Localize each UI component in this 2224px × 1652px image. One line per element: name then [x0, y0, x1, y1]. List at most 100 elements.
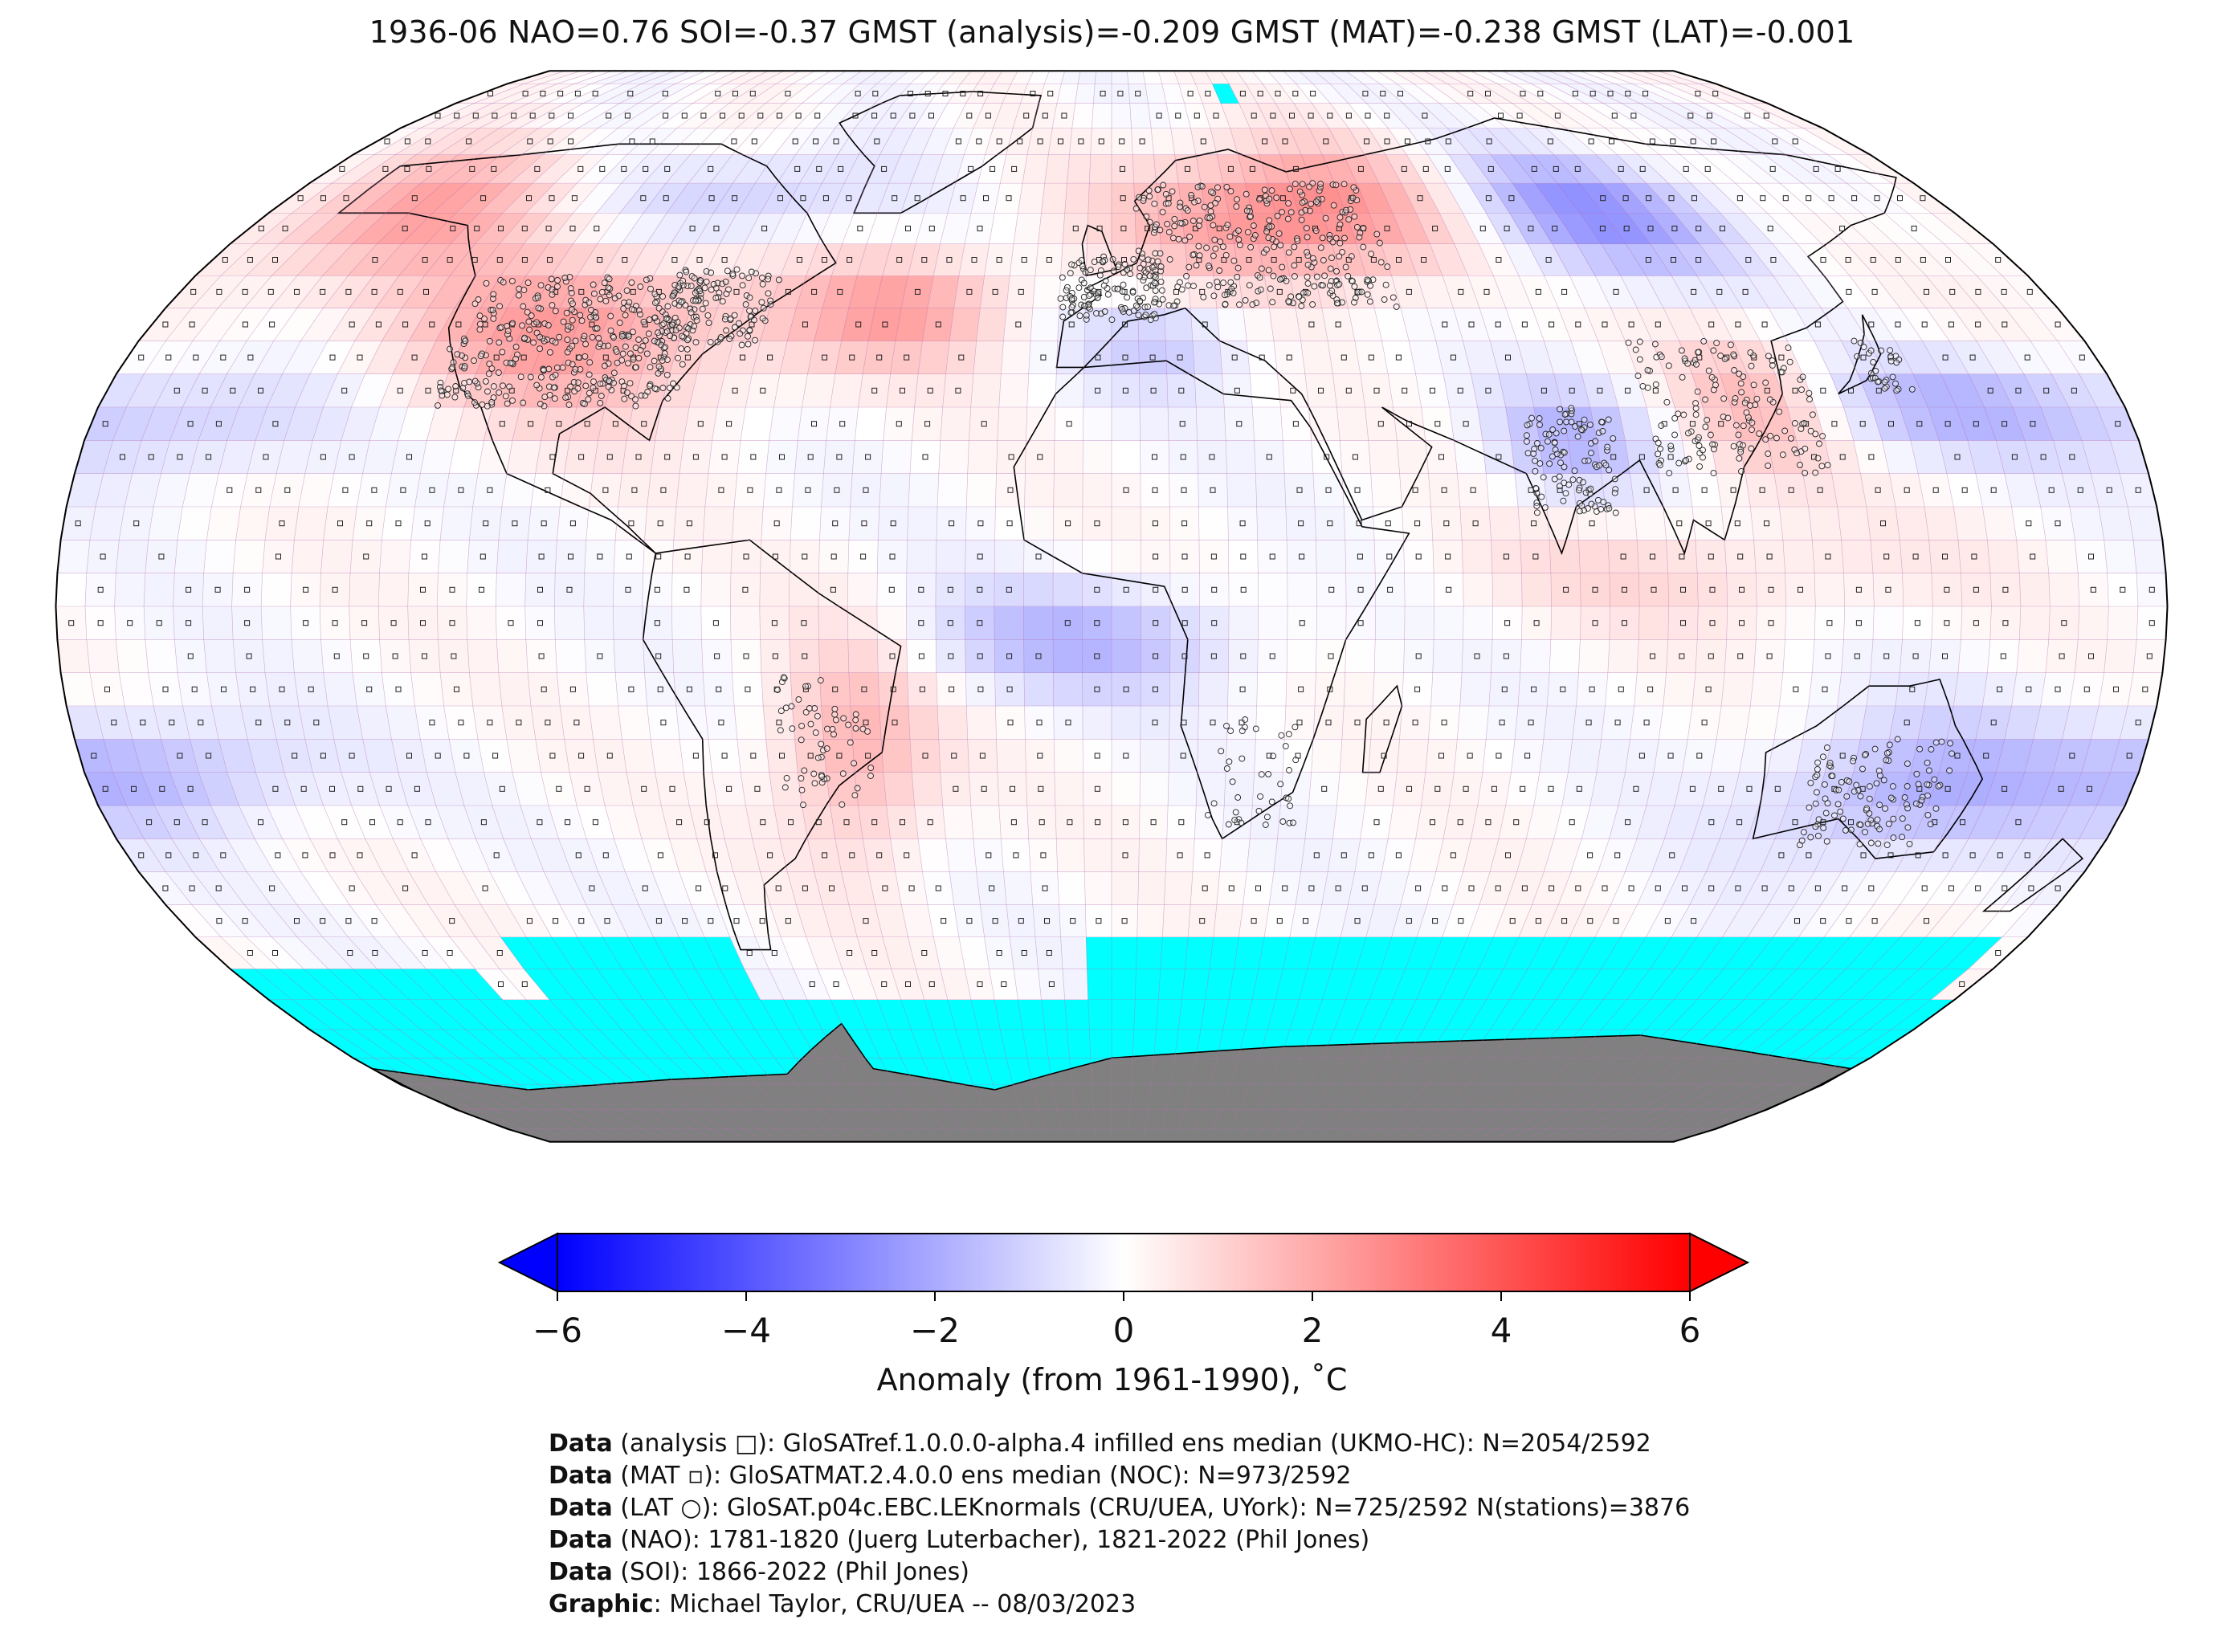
station-marker	[1935, 782, 1942, 789]
grid-cell	[1308, 406, 1341, 441]
grid-cell	[1341, 473, 1373, 508]
grid-cell	[1403, 539, 1434, 574]
grid-cell	[1931, 573, 1963, 607]
grid-cell	[1341, 705, 1373, 740]
grid-cell	[1087, 212, 1112, 245]
station-marker	[1889, 783, 1896, 790]
station-marker	[1247, 243, 1255, 251]
grid-cell	[1716, 705, 1751, 740]
grid-cell	[1695, 638, 1728, 674]
station-marker	[1210, 292, 1218, 300]
grid-cell	[173, 573, 205, 607]
station-marker	[625, 332, 632, 340]
station-marker	[1931, 776, 1938, 783]
station-marker	[537, 345, 544, 353]
grid-cell	[1345, 539, 1376, 574]
station-marker	[622, 312, 629, 319]
station-marker	[678, 345, 685, 353]
station-marker	[471, 399, 478, 406]
grid-cell	[1425, 738, 1458, 773]
station-marker	[1196, 252, 1203, 259]
station-marker	[640, 318, 647, 325]
grid-cell	[1667, 573, 1699, 607]
grid-cell	[1059, 904, 1087, 937]
grid-cell	[1111, 506, 1141, 540]
station-marker	[1313, 198, 1320, 206]
grid-cell	[2132, 638, 2166, 674]
station-marker	[1694, 388, 1701, 395]
grid-cell	[1140, 539, 1171, 574]
grid-cell	[880, 738, 912, 773]
station-marker	[1166, 256, 1173, 263]
grid-cell	[953, 275, 985, 308]
grid-cell	[965, 573, 995, 607]
station-marker	[655, 369, 662, 377]
station-marker	[1704, 417, 1711, 423]
grid-cell	[1457, 473, 1490, 508]
station-marker	[1653, 353, 1660, 361]
grid-cell	[1023, 573, 1054, 607]
station-marker	[1277, 242, 1284, 249]
station-marker	[1708, 373, 1716, 381]
station-marker	[1695, 349, 1701, 356]
grid-cell	[1345, 638, 1376, 674]
station-marker	[1530, 450, 1537, 457]
station-marker	[1749, 426, 1755, 434]
station-marker	[1210, 252, 1217, 259]
station-marker	[1524, 422, 1531, 429]
grid-cell	[349, 573, 380, 607]
station-marker	[1212, 245, 1219, 252]
grid-cell	[1083, 838, 1112, 872]
station-marker	[1651, 341, 1659, 348]
grid-cell	[114, 606, 146, 640]
station-marker	[1181, 237, 1189, 244]
station-marker	[1928, 746, 1935, 753]
station-marker	[1195, 243, 1202, 250]
station-marker	[1809, 411, 1816, 418]
station-marker	[651, 291, 659, 298]
station-marker	[1557, 418, 1564, 426]
station-marker	[590, 384, 597, 391]
station-marker	[1330, 202, 1337, 209]
grid-cell	[935, 638, 966, 674]
grid-cell	[1316, 539, 1347, 574]
station-marker	[586, 371, 593, 378]
station-marker	[1581, 416, 1588, 423]
grid-cell	[1482, 439, 1516, 475]
grid-cell	[377, 606, 410, 640]
grid-cell	[1140, 506, 1171, 540]
grid-cell	[765, 439, 798, 475]
grid-cell	[1088, 154, 1112, 184]
station-marker	[1159, 209, 1166, 216]
grid-cell	[1077, 71, 1096, 84]
station-marker	[1871, 745, 1879, 753]
station-marker	[1867, 839, 1875, 846]
station-marker	[562, 394, 569, 401]
grid-cell	[2016, 539, 2050, 574]
grid-cell	[1167, 772, 1198, 806]
station-marker	[1234, 273, 1241, 280]
grid-cell	[1026, 373, 1057, 408]
station-marker	[1712, 381, 1719, 389]
station-marker	[1537, 444, 1545, 451]
station-marker	[496, 339, 503, 346]
grid-cell	[2107, 573, 2139, 607]
station-marker	[1876, 802, 1883, 809]
station-marker	[675, 354, 682, 361]
station-marker	[1806, 396, 1813, 403]
grid-cell	[1782, 539, 1815, 574]
station-marker	[1393, 303, 1400, 310]
grid-cell	[1256, 506, 1287, 540]
station-marker	[1291, 262, 1298, 269]
grid-cell	[819, 672, 851, 707]
station-marker	[606, 275, 613, 283]
grid-cell	[1543, 705, 1577, 740]
grid-cell	[495, 573, 527, 607]
grid-cell	[1316, 638, 1347, 674]
station-marker	[1273, 194, 1280, 202]
station-marker	[582, 382, 590, 390]
grid-cell	[1052, 506, 1083, 540]
station-marker	[1350, 184, 1357, 191]
station-marker	[1190, 283, 1197, 290]
grid-cell	[1069, 128, 1092, 155]
